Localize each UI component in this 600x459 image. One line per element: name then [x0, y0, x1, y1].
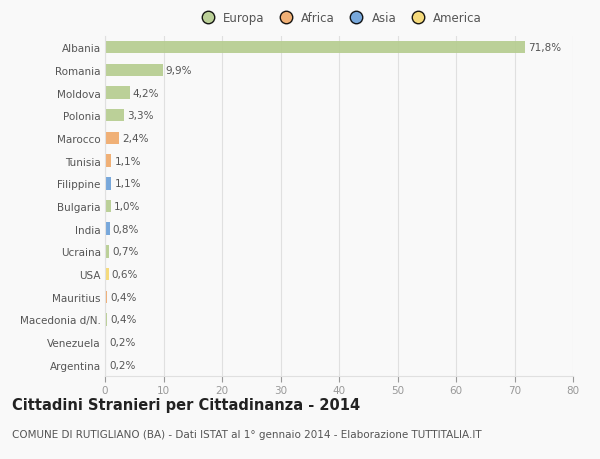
Text: 0,4%: 0,4%	[110, 292, 137, 302]
Bar	[105, 110, 124, 122]
Text: COMUNE DI RUTIGLIANO (BA) - Dati ISTAT al 1° gennaio 2014 - Elaborazione TUTTITA: COMUNE DI RUTIGLIANO (BA) - Dati ISTAT a…	[12, 429, 482, 439]
Text: 0,8%: 0,8%	[113, 224, 139, 234]
Bar	[105, 178, 112, 190]
Text: 0,2%: 0,2%	[109, 360, 136, 370]
Text: 0,4%: 0,4%	[110, 315, 137, 325]
Legend: Europa, Africa, Asia, America: Europa, Africa, Asia, America	[194, 10, 484, 28]
Bar	[105, 132, 119, 145]
Bar	[105, 42, 525, 54]
Bar	[105, 64, 163, 77]
Text: 1,0%: 1,0%	[114, 202, 140, 212]
Text: 4,2%: 4,2%	[133, 88, 159, 98]
Text: 3,3%: 3,3%	[127, 111, 154, 121]
Text: 1,1%: 1,1%	[115, 156, 141, 166]
Text: 2,4%: 2,4%	[122, 134, 148, 144]
Text: 0,2%: 0,2%	[109, 337, 136, 347]
Bar	[105, 223, 110, 235]
Bar	[105, 200, 111, 213]
Text: 71,8%: 71,8%	[528, 43, 561, 53]
Bar	[105, 313, 107, 326]
Text: Cittadini Stranieri per Cittadinanza - 2014: Cittadini Stranieri per Cittadinanza - 2…	[12, 397, 360, 412]
Bar	[105, 336, 106, 349]
Text: 0,7%: 0,7%	[112, 247, 139, 257]
Text: 9,9%: 9,9%	[166, 66, 193, 76]
Bar	[105, 268, 109, 281]
Bar	[105, 246, 109, 258]
Bar	[105, 155, 112, 168]
Text: 0,6%: 0,6%	[112, 269, 138, 280]
Bar	[105, 359, 106, 371]
Bar	[105, 87, 130, 100]
Text: 1,1%: 1,1%	[115, 179, 141, 189]
Bar	[105, 291, 107, 303]
